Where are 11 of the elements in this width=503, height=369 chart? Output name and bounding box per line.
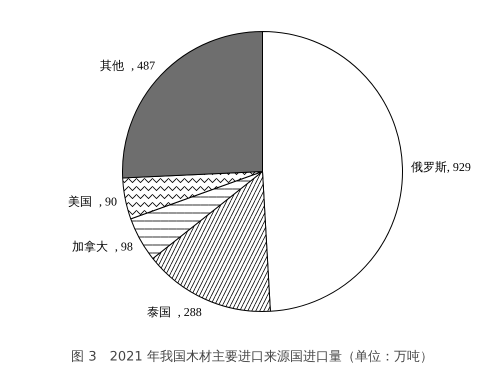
text: 图 3 2021 年我国木材主要进口来源国进口量（单位：万吨）	[71, 348, 433, 364]
slice-label: 美国	[68, 194, 92, 208]
slice-label: 俄罗斯	[410, 160, 447, 174]
data-label: , 90	[98, 194, 117, 208]
slice-label: 加拿大	[72, 239, 108, 254]
data-label: , 929	[446, 160, 471, 174]
slice-label: 泰国	[146, 304, 171, 319]
data-label: , 487	[131, 58, 156, 72]
data-label: , 288	[178, 304, 202, 319]
data-label: , 98	[114, 239, 133, 254]
slice-label: 其他	[100, 58, 124, 72]
